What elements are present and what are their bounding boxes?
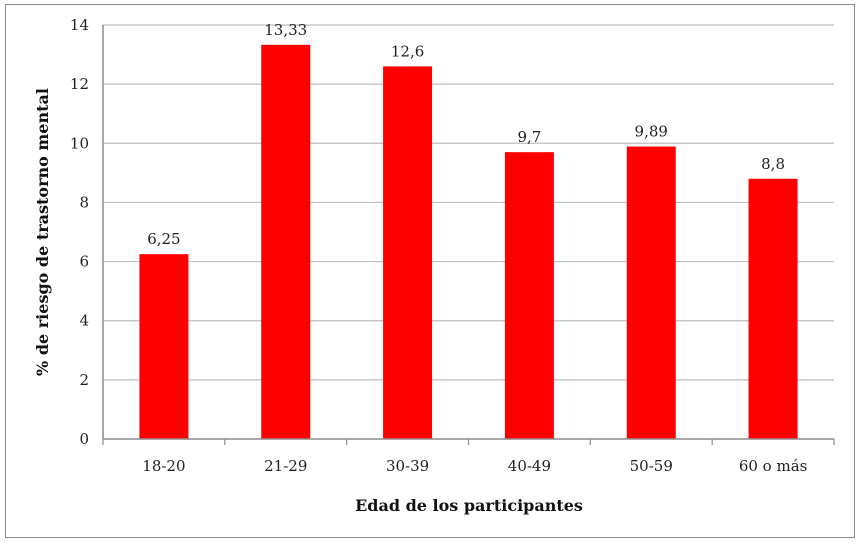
bar xyxy=(626,146,676,439)
bar xyxy=(383,66,433,440)
y-tick-label: 8 xyxy=(79,193,89,211)
bar xyxy=(139,254,189,439)
y-tick-label: 12 xyxy=(70,75,89,93)
data-label: 13,33 xyxy=(264,21,307,39)
y-tick-label: 6 xyxy=(79,253,89,271)
data-label: 9,7 xyxy=(517,128,541,146)
x-tick-label: 30-39 xyxy=(386,457,429,475)
data-label: 6,25 xyxy=(147,230,180,248)
x-tick-label: 60 o más xyxy=(739,457,808,475)
x-tick-label: 50-59 xyxy=(630,457,673,475)
y-tick-label: 10 xyxy=(70,134,89,152)
data-label: 9,89 xyxy=(635,123,668,141)
y-tick-label: 4 xyxy=(79,312,89,330)
y-tick-label: 0 xyxy=(79,430,89,448)
data-labels: 6,25 13,33 12,6 9,7 9,89 8,8 xyxy=(147,21,785,248)
x-tick-label: 18-20 xyxy=(142,457,185,475)
y-axis-title: % de riesgo de trastorno mental xyxy=(33,88,52,376)
data-label: 12,6 xyxy=(391,42,424,60)
bar xyxy=(748,178,798,439)
gridlines xyxy=(103,24,834,381)
y-axis-tick-labels: 0 2 4 6 8 10 12 14 xyxy=(70,16,89,448)
bars xyxy=(139,44,798,440)
x-axis-tick-labels: 18-20 21-29 30-39 40-49 50-59 60 o más xyxy=(102,439,835,475)
bar xyxy=(261,44,311,439)
x-axis-title: Edad de los participantes xyxy=(355,496,583,515)
bar xyxy=(504,152,554,439)
x-tick-label: 21-29 xyxy=(264,457,307,475)
data-label: 8,8 xyxy=(761,155,785,173)
y-tick-label: 14 xyxy=(70,16,89,34)
x-tick-label: 40-49 xyxy=(508,457,551,475)
y-tick-label: 2 xyxy=(79,371,89,389)
